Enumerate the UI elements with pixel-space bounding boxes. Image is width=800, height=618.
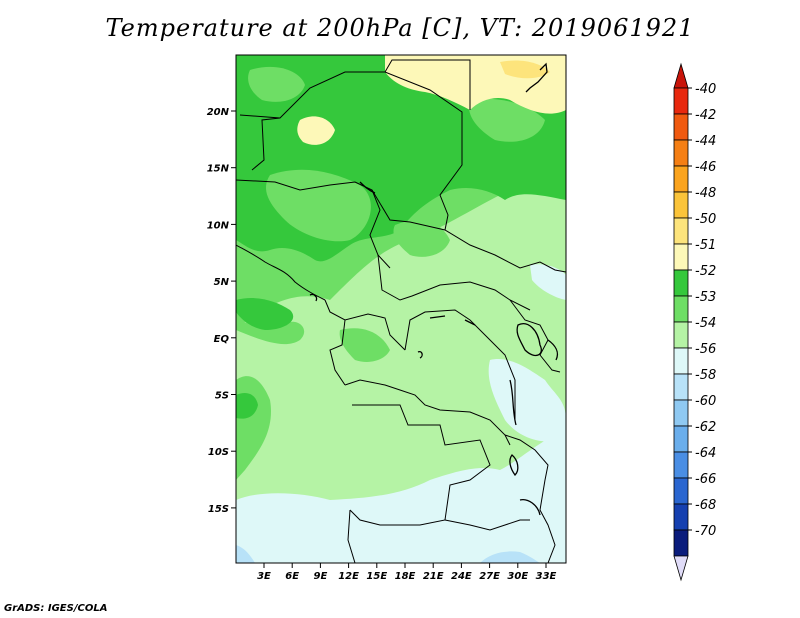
lon-label: 33E <box>536 571 557 582</box>
map-title: Temperature at 200hPa [C], VT: 201906192… <box>105 14 695 42</box>
colorbar-swatch <box>673 113 689 141</box>
lat-label: 10S <box>208 447 229 458</box>
temperature-field <box>236 55 566 563</box>
lon-label: 18E <box>395 571 416 582</box>
colorbar-swatch <box>673 503 689 531</box>
lat-label: 15S <box>208 504 229 515</box>
colorbar-swatch <box>673 399 689 427</box>
longitude-axis: 3E 6E 9E 12E 15E 18E 21E 24E 27E 30E 33E <box>257 563 557 582</box>
colorbar-swatch <box>673 425 689 453</box>
lon-label: 24E <box>451 571 472 582</box>
lon-label: 27E <box>479 571 500 582</box>
colorbar-label: -66 <box>695 472 716 487</box>
lat-label: 15N <box>207 164 230 175</box>
lat-label: 5N <box>214 277 230 288</box>
country-borders <box>236 59 566 563</box>
lakes <box>309 62 559 516</box>
lon-label: 21E <box>423 571 444 582</box>
colorbar: -40 -42 -44 -46 -48 -50 -51 -52 -53 -54 -56 -58 -60 -… <box>673 62 716 582</box>
lon-label: 9E <box>314 571 328 582</box>
colorbar-swatch <box>673 269 689 297</box>
colorbar-bottom-arrow <box>673 555 689 582</box>
colorbar-label: -51 <box>695 238 716 253</box>
colorbar-swatch <box>673 451 689 479</box>
lon-label: 15E <box>366 571 387 582</box>
lon-label: 6E <box>285 571 299 582</box>
colorbar-label: -54 <box>695 316 716 331</box>
colorbar-swatch <box>673 217 689 245</box>
colorbar-swatch <box>673 321 689 349</box>
lat-label: 5S <box>215 391 229 402</box>
lon-label: 30E <box>507 571 528 582</box>
colorbar-swatch <box>673 529 689 557</box>
grads-credit: GrADS: IGES/COLA <box>4 603 108 614</box>
colorbar-swatch <box>673 165 689 193</box>
colorbar-label: -58 <box>695 368 716 383</box>
colorbar-swatch <box>673 191 689 219</box>
lat-label: 20N <box>207 107 230 118</box>
colorbar-swatch <box>673 347 689 375</box>
colorbar-label: -70 <box>695 524 716 539</box>
colorbar-label: -44 <box>695 134 716 149</box>
colorbar-label: -46 <box>695 160 716 175</box>
colorbar-top-arrow <box>673 62 689 89</box>
colorbar-label: -56 <box>695 342 716 357</box>
map-frame <box>235 54 567 564</box>
colorbar-swatch <box>673 373 689 401</box>
latitude-axis: 20N 15N 10N 5N EQ 5S 10S 15S <box>207 107 236 515</box>
colorbar-label: -48 <box>695 186 716 201</box>
colorbar-label: -53 <box>695 290 716 305</box>
colorbar-swatch <box>673 295 689 323</box>
lon-label: 12E <box>338 571 359 582</box>
colorbar-label: -40 <box>695 82 716 97</box>
colorbar-label: -68 <box>695 498 716 513</box>
colorbar-label: -52 <box>695 264 716 279</box>
colorbar-swatch <box>673 87 689 115</box>
colorbar-label: -62 <box>695 420 716 435</box>
colorbar-label: -42 <box>695 108 716 123</box>
colorbar-swatch <box>673 139 689 167</box>
colorbar-swatch <box>673 477 689 505</box>
colorbar-label: -50 <box>695 212 716 227</box>
colorbar-label: -64 <box>695 446 716 461</box>
lon-label: 3E <box>257 571 271 582</box>
lat-label: 10N <box>207 220 230 231</box>
colorbar-swatch <box>673 243 689 271</box>
lat-label: EQ <box>214 334 230 345</box>
colorbar-label: -60 <box>695 394 716 409</box>
